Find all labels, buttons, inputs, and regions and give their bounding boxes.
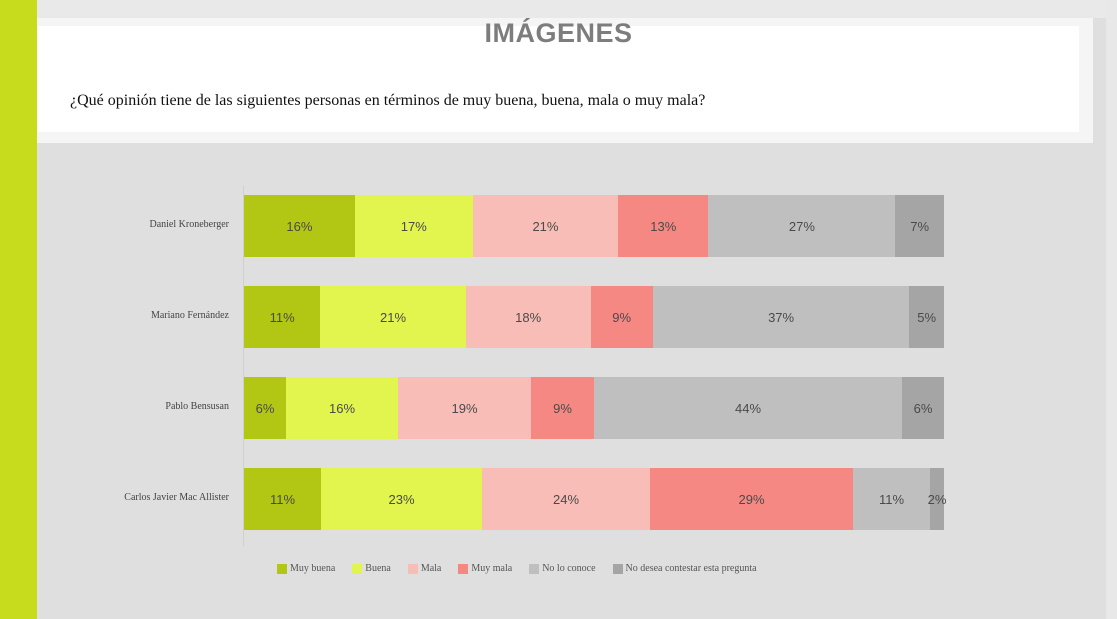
row-label: Carlos Javier Mac Allister xyxy=(124,492,229,503)
legend-swatch-icon xyxy=(529,563,540,574)
slide-top-border xyxy=(37,0,1115,18)
bar-segment: 13% xyxy=(618,195,709,257)
legend-swatch-icon xyxy=(352,563,363,574)
legend-label: Muy mala xyxy=(471,563,513,574)
bar-segment: 27% xyxy=(708,195,896,257)
legend-label: No desea contestar esta pregunta xyxy=(625,563,757,574)
bar-segment: 17% xyxy=(354,195,473,257)
bar-segment: 11% xyxy=(244,286,321,348)
category-axis-line xyxy=(243,186,244,546)
slide-title: IMÁGENES xyxy=(484,18,633,48)
header-inner xyxy=(37,26,1079,132)
slide-right-border xyxy=(1106,0,1117,619)
legend-label: Mala xyxy=(420,563,442,574)
legend-item: Mala xyxy=(407,563,442,574)
legend-item: No lo conoce xyxy=(529,563,596,574)
legend-item: Muy buena xyxy=(277,563,335,574)
row-label: Mariano Fernández xyxy=(150,310,229,321)
bar-segment: 29% xyxy=(650,468,853,530)
bar-segment: 21% xyxy=(320,286,466,348)
bar-segment: 6% xyxy=(902,377,944,439)
legend-swatch-icon xyxy=(458,563,469,574)
legend-swatch-icon xyxy=(277,563,287,574)
bar-segment: 9% xyxy=(531,377,594,439)
accent-bar xyxy=(0,0,37,619)
bar-row: 11% 23% 24% 29% 11% 2% xyxy=(244,468,946,530)
bar-segment: 16% xyxy=(286,377,398,439)
chart-legend: Muy buena Buena Mala Muy mala No lo conoce No… xyxy=(277,563,774,574)
bar-segment: 24% xyxy=(482,468,650,530)
bar-segment: 5% xyxy=(909,286,944,348)
bar-segment: 21% xyxy=(472,195,619,257)
legend-item: No desea contestar esta pregunta xyxy=(612,563,757,574)
legend-label: Buena xyxy=(365,563,391,574)
bar-segment: 11% xyxy=(853,468,930,530)
legend-label: Muy buena xyxy=(290,563,336,574)
bar-segment: 11% xyxy=(244,468,321,530)
bar-segment: 6% xyxy=(244,377,286,439)
bar-segment: 7% xyxy=(895,195,944,257)
bar-segment: 9% xyxy=(590,286,653,348)
bar-segment: 18% xyxy=(465,286,591,348)
bar-segment: 44% xyxy=(594,377,902,439)
bar-row: 11% 21% 18% 9% 37% 5% xyxy=(244,286,944,348)
bar-segment: 23% xyxy=(321,468,482,530)
bar-row: 6% 16% 19% 9% 44% 6% xyxy=(244,377,944,439)
bar-segment: 37% xyxy=(652,286,910,348)
legend-label: No lo conoce xyxy=(542,563,596,574)
bar-segment: 2% xyxy=(928,468,946,530)
legend-item: Muy mala xyxy=(458,563,512,574)
legend-swatch-icon xyxy=(612,563,623,574)
legend-item: Buena xyxy=(352,563,391,574)
survey-question: ¿Qué opinión tiene de las siguientes per… xyxy=(70,92,706,109)
bar-segment: 16% xyxy=(244,195,355,257)
legend-swatch-icon xyxy=(407,563,418,574)
bar-segment: 19% xyxy=(398,377,531,439)
row-label: Pablo Bensusan xyxy=(165,401,229,412)
bar-row: 16% 17% 21% 13% 27% 7% xyxy=(244,195,944,257)
row-label: Daniel Kroneberger xyxy=(149,219,229,230)
